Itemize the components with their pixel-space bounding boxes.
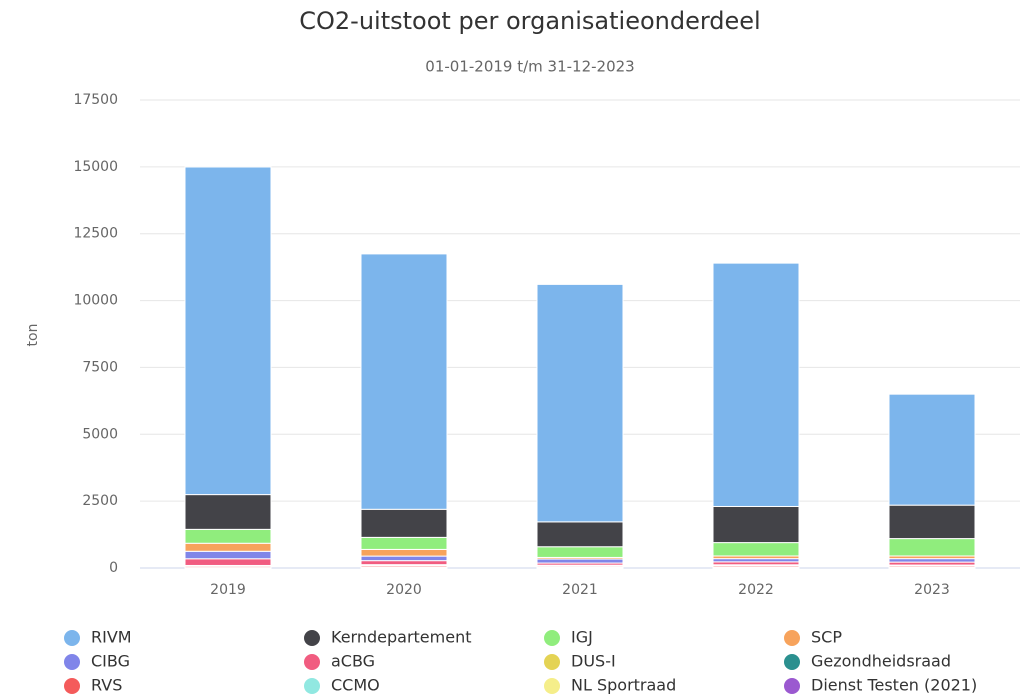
bar-segment — [360, 560, 448, 566]
y-tick-label: 15000 — [73, 159, 118, 175]
legend-label: RIVM — [91, 628, 132, 647]
bar-segment — [360, 508, 448, 538]
bar-segment — [360, 253, 448, 510]
bar-segment — [888, 504, 976, 540]
bar-segment — [536, 546, 624, 558]
legend-label: Dienst Testen (2021) — [811, 676, 977, 695]
x-tick-label: 2021 — [562, 582, 598, 598]
bar-segment — [360, 548, 448, 557]
legend-marker — [64, 630, 80, 646]
bar-segment — [184, 550, 272, 560]
bar-segment — [536, 283, 624, 523]
legend-label: Kerndepartement — [331, 628, 471, 647]
legend-label: CIBG — [91, 652, 130, 671]
legend-label: CCMO — [331, 676, 380, 695]
bar-segment — [184, 542, 272, 552]
bar-segment — [888, 538, 976, 557]
legend-label: IGJ — [571, 628, 593, 647]
y-axis-label: ton — [25, 324, 41, 347]
legend-label: Gezondheidsraad — [811, 652, 951, 671]
bar-segment — [712, 542, 800, 557]
bar-segment — [536, 558, 624, 564]
bar-segment — [888, 558, 976, 563]
legend-marker — [784, 678, 800, 694]
legend-marker — [544, 630, 560, 646]
y-tick-label: 10000 — [73, 293, 118, 309]
bar-segment — [360, 536, 448, 550]
legend-label: RVS — [91, 676, 122, 695]
legend-marker — [304, 630, 320, 646]
y-tick-label: 17500 — [73, 92, 118, 108]
y-tick-label: 7500 — [82, 359, 118, 375]
bar-segment — [712, 262, 800, 507]
y-tick-label: 5000 — [82, 426, 118, 442]
legend-marker — [64, 654, 80, 670]
legend-marker — [784, 654, 800, 670]
bar-segment — [184, 558, 272, 566]
legend-label: SCP — [811, 628, 842, 647]
legend-label: aCBG — [331, 652, 375, 671]
y-tick-label: 12500 — [73, 226, 118, 242]
legend-marker — [64, 678, 80, 694]
chart-subtitle: 01-01-2019 t/m 31-12-2023 — [425, 58, 634, 76]
bar-segment — [888, 393, 976, 506]
bar-segment — [360, 555, 448, 562]
chart-title: CO2-uitstoot per organisatieonderdeel — [299, 7, 760, 35]
x-tick-label: 2023 — [914, 582, 950, 598]
y-tick-label: 2500 — [82, 493, 118, 509]
x-tick-label: 2020 — [386, 582, 422, 598]
bar-segment — [536, 521, 624, 548]
legend-marker — [544, 654, 560, 670]
bar-segment — [712, 505, 800, 544]
bar-segment — [184, 528, 272, 544]
bar-segment — [184, 166, 272, 496]
x-tick-label: 2022 — [738, 582, 774, 598]
legend-marker — [304, 678, 320, 694]
legend-label: NL Sportraad — [571, 676, 676, 695]
bar-segment — [184, 494, 272, 530]
legend-marker — [544, 678, 560, 694]
x-tick-label: 2019 — [210, 582, 246, 598]
legend-marker — [304, 654, 320, 670]
y-tick-label: 0 — [109, 560, 118, 576]
legend-marker — [784, 630, 800, 646]
legend-label: DUS-I — [571, 652, 616, 671]
